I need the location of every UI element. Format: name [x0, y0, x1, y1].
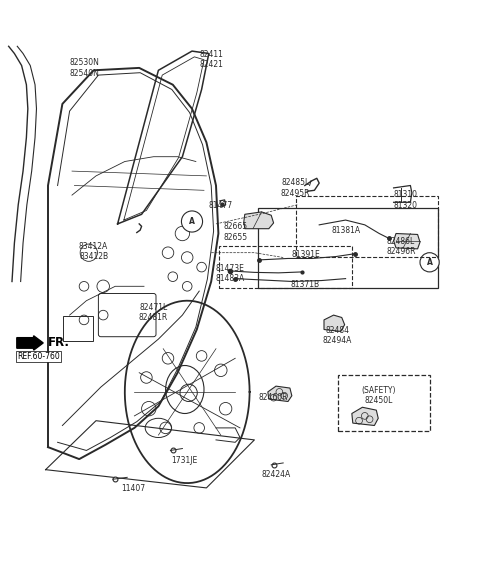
- Polygon shape: [268, 386, 292, 401]
- Text: 82450L: 82450L: [364, 396, 393, 405]
- Text: 11407: 11407: [121, 484, 145, 493]
- Polygon shape: [244, 212, 274, 229]
- Text: A: A: [189, 217, 195, 226]
- Polygon shape: [394, 234, 420, 249]
- Circle shape: [181, 211, 203, 232]
- Text: 82486L
82496R: 82486L 82496R: [386, 237, 416, 256]
- Text: 82460R: 82460R: [259, 393, 288, 402]
- Text: A: A: [427, 258, 432, 267]
- FancyArrow shape: [17, 336, 43, 350]
- Text: (SAFETY): (SAFETY): [361, 386, 396, 395]
- Text: 1731JE: 1731JE: [172, 455, 198, 464]
- Text: 81310
81320: 81310 81320: [394, 190, 418, 209]
- Polygon shape: [324, 315, 345, 332]
- Text: 81371B: 81371B: [290, 280, 319, 289]
- Text: 81477: 81477: [209, 201, 233, 210]
- Text: 82471L
82481R: 82471L 82481R: [139, 303, 168, 323]
- Circle shape: [420, 253, 439, 272]
- Text: 82424A: 82424A: [262, 470, 291, 479]
- Text: 82484
82494A: 82484 82494A: [323, 325, 352, 345]
- Text: 82411
82421: 82411 82421: [199, 50, 223, 69]
- Text: 82485L
82495R: 82485L 82495R: [280, 178, 310, 198]
- Text: 83412A
83412B: 83412A 83412B: [79, 242, 108, 261]
- Text: 82665
82655: 82665 82655: [223, 222, 247, 242]
- Text: 81391E: 81391E: [292, 250, 321, 259]
- Text: REF.60-760: REF.60-760: [17, 352, 60, 361]
- Text: FR.: FR.: [48, 337, 70, 350]
- Polygon shape: [352, 407, 378, 426]
- Text: 81473E
81483A: 81473E 81483A: [216, 263, 245, 283]
- Text: 82530N
82540N: 82530N 82540N: [69, 58, 99, 78]
- Text: 81381A: 81381A: [331, 226, 360, 235]
